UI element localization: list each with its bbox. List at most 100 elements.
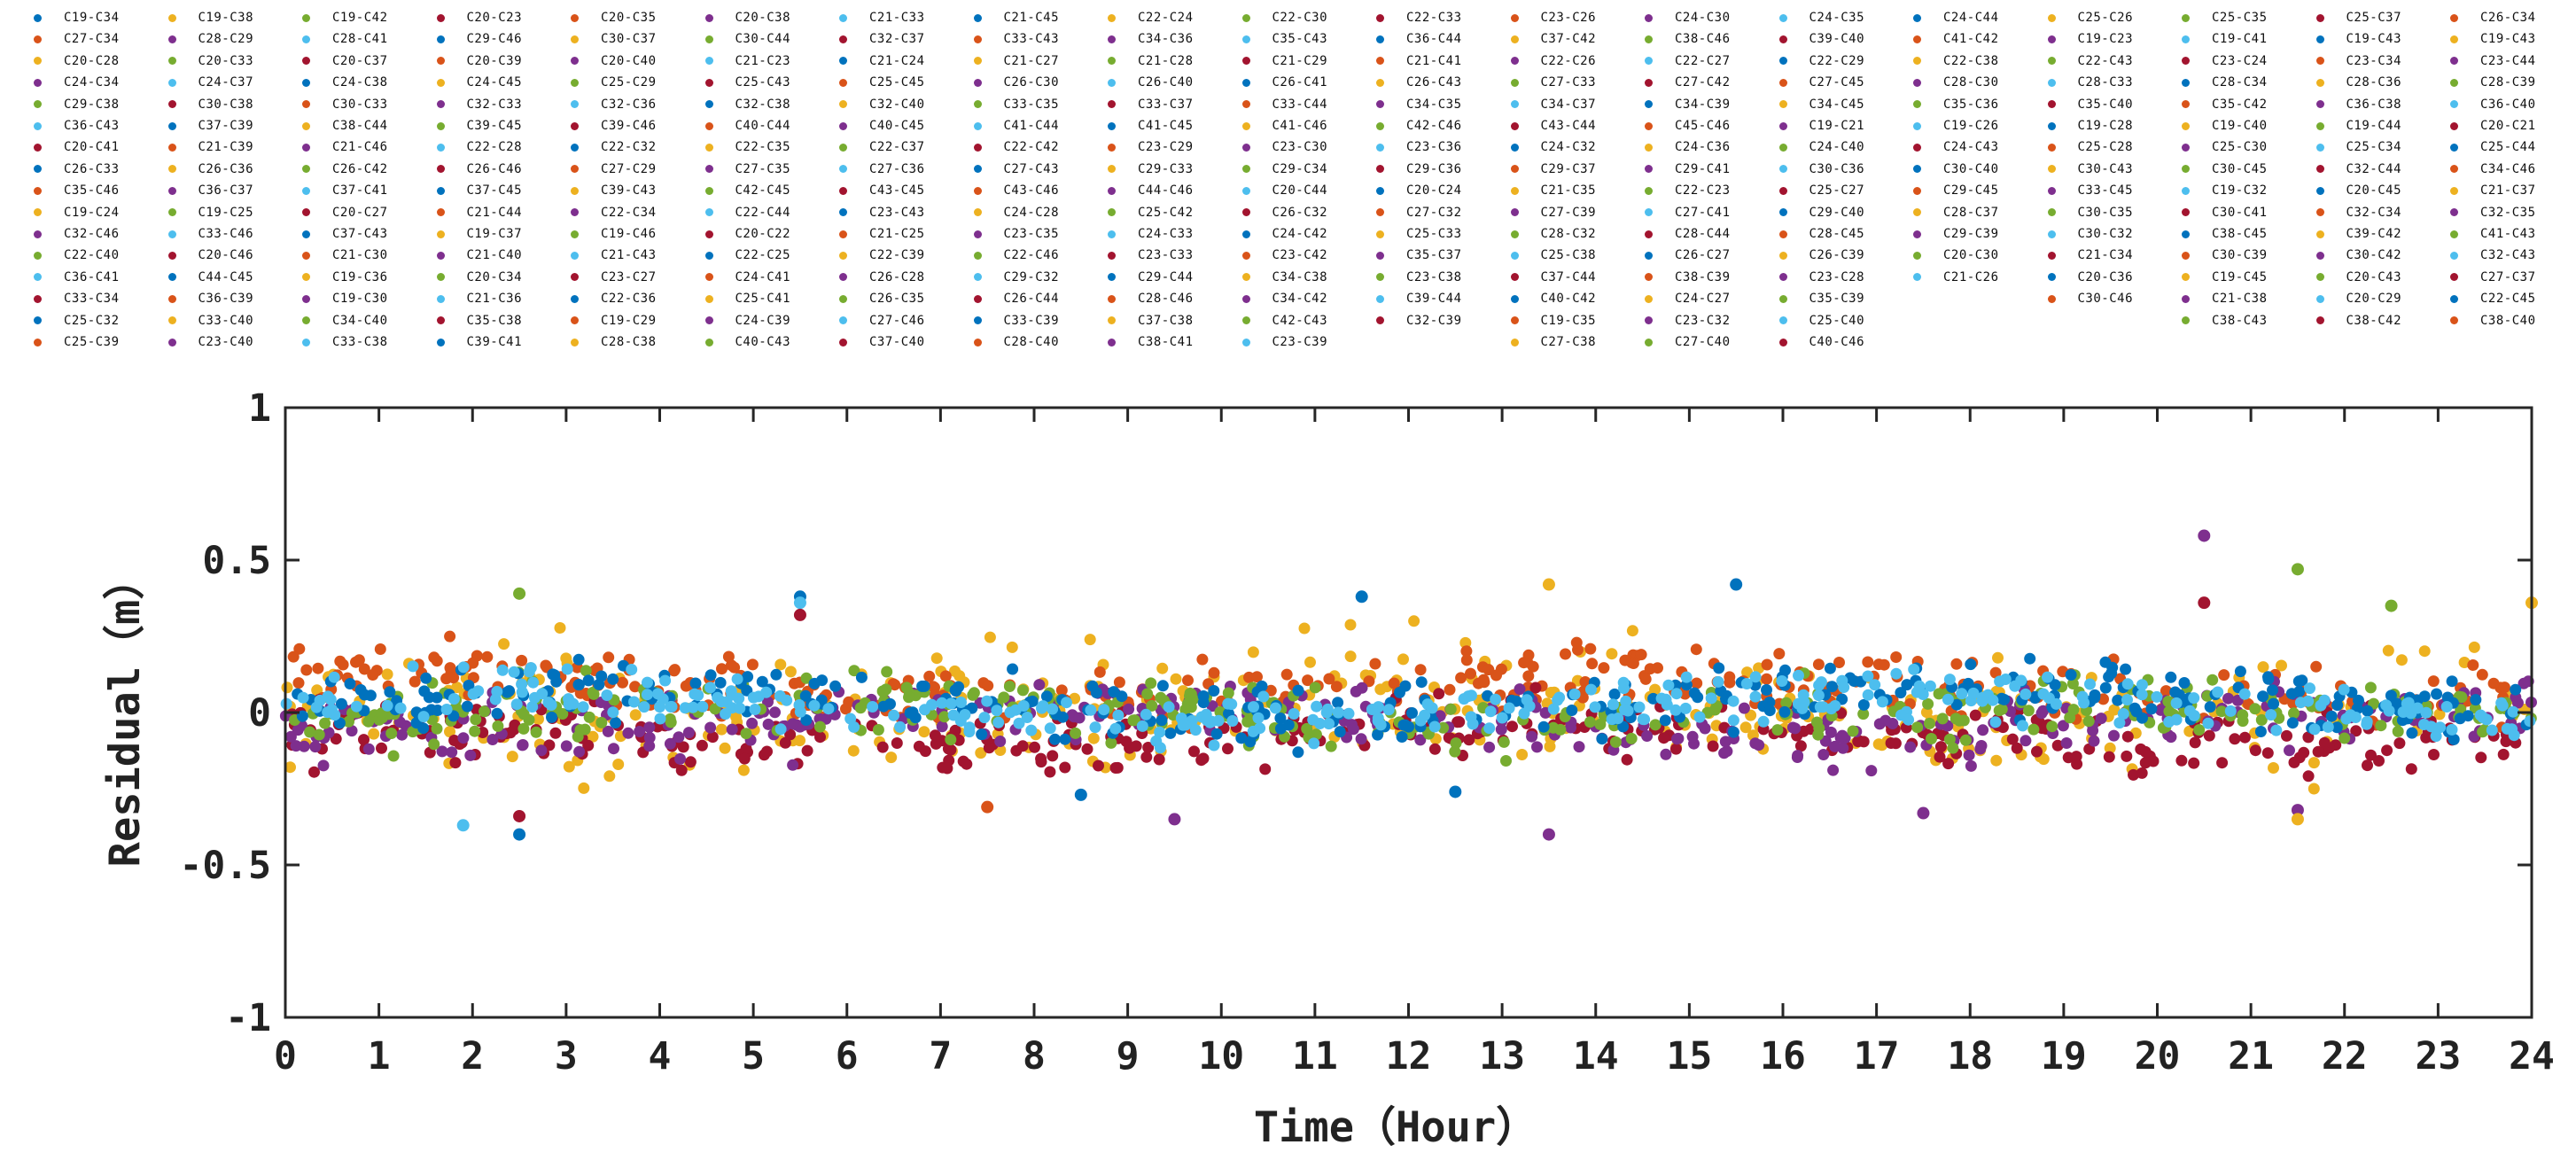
data-point — [281, 681, 293, 694]
legend-item: C21-C45 — [973, 7, 1060, 28]
legend-item: C20-C43 — [2315, 267, 2402, 288]
data-point — [1904, 741, 1917, 753]
legend-marker — [704, 294, 713, 303]
legend-label: C41-C45 — [1138, 119, 1194, 133]
data-point — [1596, 733, 1608, 745]
legend-marker — [839, 230, 847, 238]
data-point — [1070, 727, 1082, 739]
legend-label: C22-C25 — [735, 248, 791, 263]
data-point — [1566, 705, 1578, 716]
legend-item: C20-C46 — [167, 245, 254, 266]
legend-label: C23-C28 — [1809, 269, 1865, 284]
data-point — [1433, 688, 1445, 700]
legend-item: C26-C40 — [1108, 72, 1194, 93]
legend-label: C35-C46 — [64, 183, 120, 199]
legend-marker — [839, 121, 847, 130]
data-point — [2206, 674, 2219, 686]
legend-marker — [436, 78, 445, 87]
data-point — [787, 718, 799, 730]
data-point — [731, 673, 743, 685]
legend-marker — [302, 208, 310, 217]
data-point — [2338, 683, 2350, 696]
legend-label: C22-C46 — [1003, 248, 1060, 263]
legend-marker — [34, 230, 42, 238]
legend-label: C39-C42 — [2346, 227, 2402, 241]
legend-item: C20-C45 — [2315, 180, 2402, 201]
legend-label: C27-C36 — [869, 161, 925, 176]
legend-label: C21-C30 — [332, 248, 388, 263]
data-point — [1739, 721, 1752, 734]
legend-item: C40-C45 — [839, 115, 925, 136]
data-point — [800, 714, 813, 726]
legend-marker — [1510, 338, 1519, 347]
legend-item: C20-C24 — [1376, 180, 1462, 201]
data-points — [279, 615, 2537, 795]
legend-marker — [436, 316, 445, 325]
legend-label: C25-C29 — [601, 75, 657, 90]
data-point — [1208, 685, 1220, 697]
data-point — [2165, 731, 2177, 744]
data-point — [1282, 719, 1295, 731]
data-point — [799, 689, 812, 702]
legend-marker — [34, 316, 42, 325]
data-point — [746, 658, 759, 671]
data-point — [1827, 764, 1840, 776]
legend-marker — [839, 273, 847, 282]
legend-label: C19-C26 — [1943, 119, 1999, 133]
data-point — [2440, 701, 2453, 713]
legend-marker — [973, 13, 982, 22]
legend-marker — [1645, 35, 1653, 43]
legend-marker — [302, 186, 310, 195]
x-tick-label: 9 — [1117, 1034, 1140, 1079]
data-point — [2298, 746, 2310, 759]
legend-marker — [1510, 57, 1519, 66]
legend-item: C22-C40 — [34, 245, 120, 266]
legend-marker — [1108, 13, 1116, 22]
legend-label: C37-C41 — [332, 183, 388, 199]
legend-label: C22-C35 — [735, 140, 791, 155]
data-point — [2128, 768, 2139, 781]
legend-label: C35-C37 — [1406, 248, 1462, 263]
data-point — [629, 681, 642, 693]
data-point — [2022, 705, 2035, 717]
legend-item: C27-C32 — [1376, 202, 1462, 223]
legend-item: C21-C36 — [436, 288, 523, 309]
legend-item: C19-C38 — [167, 7, 254, 28]
legend-marker — [571, 57, 579, 66]
data-point — [2497, 748, 2510, 760]
legend-label: C28-C46 — [1138, 292, 1194, 307]
data-point — [1647, 692, 1660, 705]
legend-label: C24-C34 — [64, 75, 120, 90]
legend-item: C30-C45 — [2182, 159, 2268, 180]
legend-label: C20-C44 — [1272, 183, 1328, 199]
legend-marker — [973, 100, 982, 109]
data-point — [1155, 691, 1167, 704]
data-point — [2099, 681, 2112, 694]
legend-label: C19-C38 — [198, 11, 254, 25]
data-point — [822, 703, 835, 715]
data-point — [491, 707, 503, 720]
data-point — [808, 699, 821, 712]
data-point — [1741, 666, 1754, 679]
x-tick-label: 20 — [2135, 1034, 2181, 1079]
legend-label: C43-C45 — [869, 183, 925, 199]
legend-item: C27-C46 — [839, 310, 925, 331]
data-point — [593, 678, 605, 690]
outlier-point — [456, 819, 470, 832]
legend-marker — [1778, 143, 1787, 152]
legend-item: C28-C39 — [2450, 72, 2536, 93]
data-point — [1257, 690, 1270, 703]
legend-marker — [1778, 186, 1787, 195]
legend-label: C21-C26 — [1943, 269, 1999, 284]
data-point — [1924, 680, 1936, 692]
data-point — [1108, 686, 1120, 698]
legend-label: C24-C30 — [1675, 11, 1731, 25]
legend-item: C21-C24 — [839, 51, 925, 72]
data-point — [1478, 676, 1490, 689]
data-point — [1707, 740, 1719, 752]
data-point — [2136, 679, 2148, 691]
data-point — [1049, 733, 1061, 745]
data-point — [1950, 698, 1963, 711]
legend-item: C39-C43 — [571, 180, 657, 201]
data-point — [358, 734, 370, 746]
